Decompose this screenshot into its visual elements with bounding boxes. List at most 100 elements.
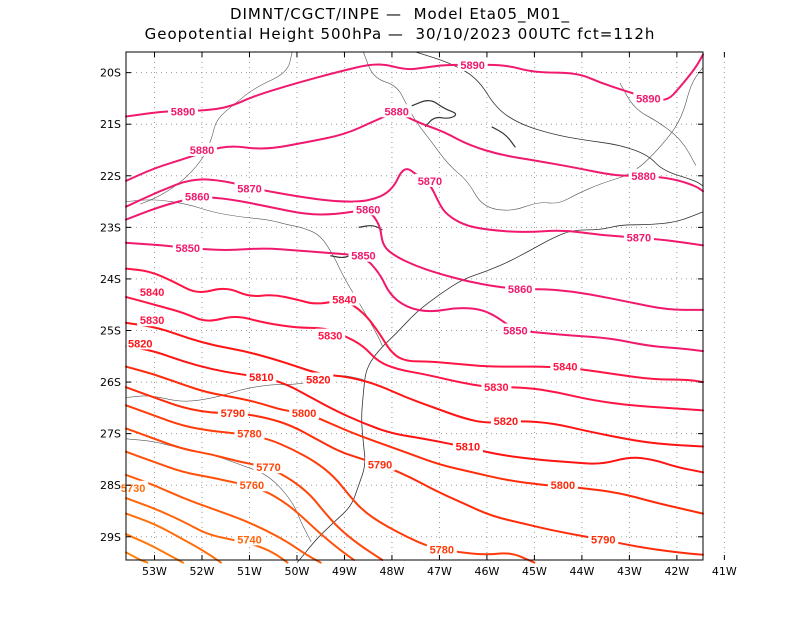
- lon-tick-label: 50W: [285, 565, 310, 578]
- contour-label-bg: [365, 457, 396, 471]
- contour-label-bg: [234, 426, 265, 440]
- contour-label: 5880: [190, 145, 214, 157]
- contour-5810: [125, 345, 704, 474]
- lat-tick-label: 25S: [100, 324, 121, 337]
- lon-tick-label: 42W: [664, 565, 689, 578]
- contour-5820: [125, 321, 704, 448]
- contour-label-bg: [234, 181, 265, 195]
- contour-label: 5780: [430, 545, 454, 557]
- contour-label-bg: [623, 230, 654, 244]
- contour-label: 5890: [460, 60, 484, 72]
- contour-label-bg: [348, 248, 379, 262]
- contour-label: 5870: [627, 233, 651, 245]
- lon-tick-label: 41W: [712, 565, 737, 578]
- contour-label: 5730: [121, 483, 145, 495]
- contour-label: 5850: [351, 251, 375, 263]
- contour-label-bg: [167, 104, 198, 118]
- contour-label: 5760: [240, 480, 264, 492]
- contour-label-bg: [234, 532, 265, 546]
- contour-label: 5740: [237, 534, 261, 546]
- contour-label: 5790: [591, 534, 615, 546]
- lat-tick-label: 20S: [100, 67, 121, 80]
- contour-label-bg: [137, 313, 168, 327]
- lat-tick-label: 23S: [100, 221, 121, 234]
- contour-label: 5770: [256, 462, 280, 474]
- contour-label-bg: [500, 323, 531, 337]
- contour-label: 5840: [140, 287, 164, 299]
- contour-label-bg: [315, 328, 346, 342]
- contour-5730: [125, 512, 222, 564]
- map-frame: [125, 51, 704, 561]
- contour-label: 5890: [171, 106, 195, 118]
- contour-label: 5860: [356, 204, 380, 216]
- contour-label: 5850: [503, 325, 527, 337]
- contour-label: 5800: [551, 480, 575, 492]
- contour-label-bg: [125, 336, 156, 350]
- contour-label-bg: [426, 542, 457, 556]
- contour-label-bg: [353, 202, 384, 216]
- contour-label-bg: [505, 282, 536, 296]
- reservoir-line: [358, 225, 383, 231]
- lat-tick-label: 26S: [100, 376, 121, 389]
- contour-label: 5860: [508, 284, 532, 296]
- contour-label: 5880: [384, 106, 408, 118]
- contour-label: 5840: [553, 362, 577, 374]
- reservoir-line: [330, 252, 355, 259]
- contour-label-bg: [414, 173, 445, 187]
- contour-label-bg: [481, 380, 512, 394]
- contour-5750: [125, 473, 322, 564]
- contour-5850: [125, 241, 704, 353]
- contour-label: 5810: [249, 372, 273, 384]
- state-border: [363, 51, 704, 211]
- contour-label: 5790: [368, 460, 392, 472]
- contour-label-bg: [550, 359, 581, 373]
- contour-label: 5860: [185, 191, 209, 203]
- contour-label: 5780: [237, 429, 261, 441]
- reservoir-line: [410, 100, 457, 128]
- contour-5860: [125, 196, 704, 311]
- lon-tick-label: 52W: [190, 565, 215, 578]
- lon-tick-label: 51W: [237, 565, 262, 578]
- contour-label: 5870: [418, 176, 442, 188]
- contour-label-bg: [182, 189, 213, 203]
- contour-label-bg: [329, 292, 360, 306]
- contour-labels: 5890 5890 5890 5880 5880 5880 5870 5870 5870 5860…: [118, 57, 664, 557]
- title-line-2: Geopotential Height 500hPa — 30/10/2023 …: [144, 25, 656, 43]
- state-border: [125, 438, 312, 543]
- contour-label-bg: [547, 478, 578, 492]
- contour-label: 5810: [456, 442, 480, 454]
- contour-label-bg: [289, 406, 320, 420]
- lat-tick-label: 27S: [100, 428, 121, 441]
- contour-label-bg: [457, 57, 488, 71]
- lon-tick-label: 47W: [427, 565, 452, 578]
- contour-label-bg: [217, 406, 248, 420]
- contour-label-bg: [137, 284, 168, 298]
- contour-5880: [125, 112, 704, 193]
- contour-label: 5820: [494, 416, 518, 428]
- contour-5830: [125, 296, 704, 412]
- lon-tick-label: 45W: [522, 565, 547, 578]
- lon-tick-label: 46W: [474, 565, 499, 578]
- contour-5740: [125, 497, 289, 564]
- contour-label: 5840: [332, 295, 356, 307]
- lat-tick-label: 22S: [100, 170, 121, 183]
- contour-label: 5820: [128, 338, 152, 350]
- contour-label-bg: [452, 439, 483, 453]
- contour-label: 5820: [306, 374, 330, 386]
- contour-label-bg: [490, 413, 521, 427]
- contour-label: 5830: [140, 315, 164, 327]
- contour-label: 5890: [636, 93, 660, 105]
- contour-lines: [125, 53, 704, 564]
- contour-label-bg: [628, 168, 659, 182]
- lon-tick-label: 48W: [380, 565, 405, 578]
- contour-label-bg: [633, 91, 664, 105]
- lon-tick-label: 53W: [142, 565, 167, 578]
- map-frame-background: [126, 52, 703, 560]
- contour-label-bg: [303, 372, 334, 386]
- lat-tick-label: 29S: [100, 531, 121, 544]
- title-line-1: DIMNT/CGCT/INPE — Model Eta05_M01_: [229, 5, 571, 23]
- contour-label-bg: [186, 142, 217, 156]
- contour-label: 5880: [631, 171, 655, 183]
- lat-tick-label: 28S: [100, 479, 121, 492]
